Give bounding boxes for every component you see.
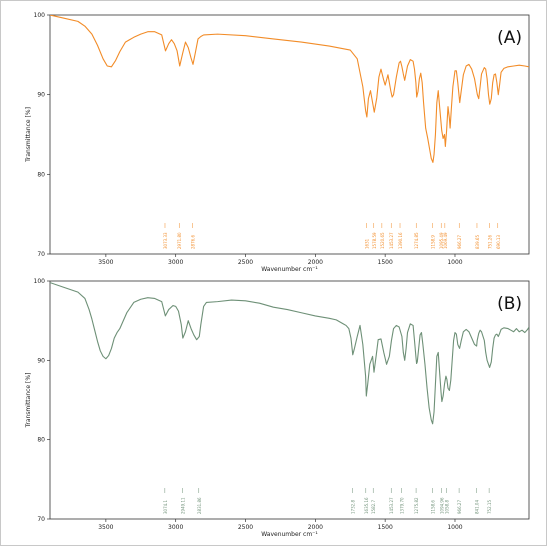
peak-label: 966.27 xyxy=(457,235,462,249)
panel-letter: (A) xyxy=(497,28,522,48)
y-tick-label: 80 xyxy=(37,171,45,178)
y-tick-label: 70 xyxy=(37,516,45,523)
peak-label: 751.26 xyxy=(487,235,492,249)
peak-label: 690.13 xyxy=(496,235,501,249)
x-tick-label: 1000 xyxy=(447,524,462,531)
x-tick-label: 2000 xyxy=(308,259,323,266)
peak-label: 1379.70 xyxy=(400,497,405,514)
peak-label: 2971.80 xyxy=(177,232,182,249)
y-tick-label: 90 xyxy=(37,92,45,99)
peak-label: 3074.1 xyxy=(163,500,168,514)
peak-label: 1058.8 xyxy=(444,500,449,514)
spectrum-line-0 xyxy=(50,282,529,425)
peak-label: 1390.16 xyxy=(398,232,403,249)
panel-a-chart: 3500 3000 2500 2000 1500 1000 70 80 90 100 Wavenum… xyxy=(25,12,530,273)
x-tick-label: 3000 xyxy=(168,524,183,531)
x-tick-label: 1500 xyxy=(378,524,393,531)
peak-label: 2831.86 xyxy=(197,497,202,514)
spectrum-line-0 xyxy=(50,15,529,163)
peak-label: 1453.27 xyxy=(389,232,394,249)
peak-label: 1582.7 xyxy=(371,500,376,514)
x-tick-label: 3500 xyxy=(98,259,113,266)
panel-b-chart: 3500 3000 2500 2000 1500 1000 70 80 90 100 Wavenum… xyxy=(25,278,530,538)
plot-area-frame xyxy=(49,280,530,520)
y-tick-label: 100 xyxy=(34,278,46,285)
y-tick-label: 100 xyxy=(34,12,46,19)
x-axis-label: Wavenumber cm⁻¹ xyxy=(261,266,318,273)
x-tick-label: 1500 xyxy=(378,259,393,266)
x-tick-label: 2000 xyxy=(308,524,323,531)
x-tick-label: 1000 xyxy=(447,259,462,266)
peak-label: 1094.96 xyxy=(439,497,444,514)
peak-label: 1095.49 xyxy=(439,232,444,249)
peak-label: 2949.11 xyxy=(180,497,185,514)
peak-label: 1158.6 xyxy=(430,500,435,514)
peak-label: 1069.49 xyxy=(443,232,448,249)
x-tick-label: 2500 xyxy=(238,259,253,266)
x-axis-label: Wavenumber cm⁻¹ xyxy=(261,531,318,538)
y-tick-label: 70 xyxy=(37,251,45,258)
y-axis-label: Transmittance [%] xyxy=(25,373,32,429)
peak-label: 1158.9 xyxy=(430,235,435,249)
peak-label: 1275.82 xyxy=(414,497,419,514)
peak-label: 1635.16 xyxy=(364,497,369,514)
panel-letter: (B) xyxy=(497,294,522,314)
peak-label: 1578.59 xyxy=(372,232,377,249)
peak-label: 1453.27 xyxy=(389,497,394,514)
peak-label: 841.04 xyxy=(475,500,480,514)
peak-label: 966.27 xyxy=(457,500,462,514)
x-tick-label: 3500 xyxy=(98,524,113,531)
plot-area-frame xyxy=(49,14,530,255)
peak-label: 839.65 xyxy=(475,235,480,249)
peak-label: 1732.8 xyxy=(350,500,355,514)
peak-label: 1631 xyxy=(364,238,369,249)
y-tick-label: 80 xyxy=(37,437,45,444)
y-tick-label: 90 xyxy=(37,357,45,364)
x-tick-label: 2500 xyxy=(238,524,253,531)
y-axis-label: Transmittance [%] xyxy=(25,107,32,163)
peak-label: 1520.65 xyxy=(380,232,385,249)
peak-label: 2876.6 xyxy=(191,235,196,249)
peak-label: 752.15 xyxy=(487,500,492,514)
peak-label: 3073.33 xyxy=(163,232,168,249)
x-tick-label: 3000 xyxy=(168,259,183,266)
peak-label: 1274.85 xyxy=(414,232,419,249)
